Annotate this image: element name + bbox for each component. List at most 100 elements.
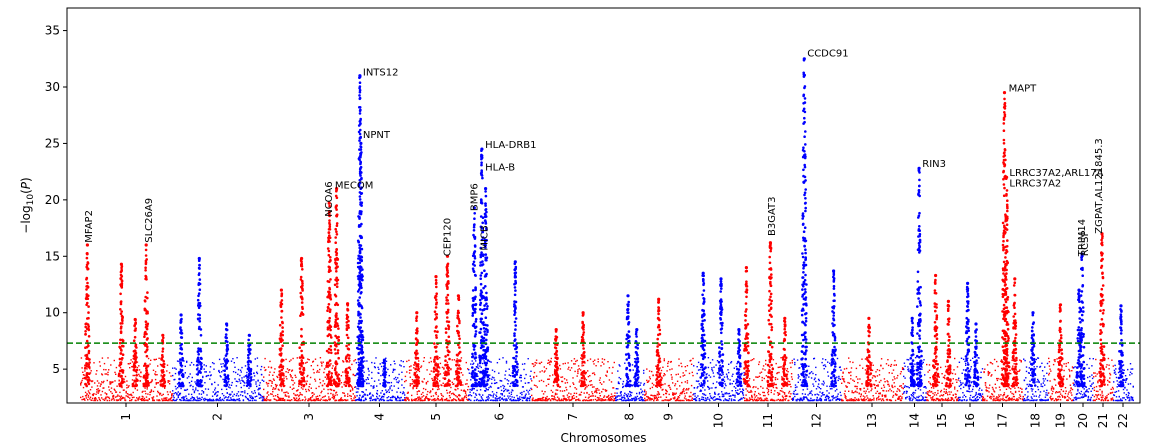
peak-chr12-1 bbox=[832, 269, 836, 273]
chromosome-7-points bbox=[531, 311, 616, 402]
peak-chr5-0 bbox=[415, 311, 419, 315]
gene-label-3: MECOM bbox=[335, 181, 373, 192]
peak-chr1-0 bbox=[85, 243, 89, 247]
chromosome-20-points bbox=[1073, 252, 1094, 402]
y-axis-label: −log10(P) bbox=[19, 177, 36, 233]
gene-label-19: ZGPAT,AL121845.3 bbox=[1094, 138, 1105, 233]
gene-label-4: INTS12 bbox=[363, 68, 399, 79]
peak-chr14-1 bbox=[910, 316, 914, 320]
gene-label-9: HLA-DRB1 bbox=[485, 140, 536, 151]
chromosome-22-points bbox=[1113, 304, 1134, 402]
chromosome-19-points bbox=[1048, 303, 1074, 402]
gene-label-5: NPNT bbox=[363, 130, 391, 141]
x-tick-label-20: 20 bbox=[1076, 413, 1090, 428]
chromosome-21-points bbox=[1093, 232, 1114, 402]
peak-chr15-0 bbox=[934, 273, 938, 278]
chromosome-3-points bbox=[263, 187, 357, 402]
chromosome-6-points bbox=[468, 147, 532, 402]
gene-label-6: CEP120 bbox=[443, 218, 454, 256]
chromosome-5-points bbox=[404, 254, 470, 402]
annotations-layer: MFAP2 SLC26A9 NCOA6 MECOM INTS12 NPNT CEP120 BM… bbox=[84, 49, 1105, 258]
x-tick-label-12: 12 bbox=[810, 413, 824, 428]
x-tick-label-16: 16 bbox=[963, 413, 977, 428]
peak-chr6-0 bbox=[472, 206, 476, 210]
chromosome-13-points bbox=[841, 316, 904, 402]
gene-label-2: NCOA6 bbox=[324, 181, 335, 216]
gene-label-18: RCSP bbox=[1080, 230, 1091, 256]
x-tick-label-14: 14 bbox=[908, 413, 922, 428]
peak-chr18-0 bbox=[1031, 311, 1035, 315]
peak-chr2-1 bbox=[179, 313, 183, 317]
x-tick-label-6: 6 bbox=[493, 413, 507, 421]
peak-chr3-2 bbox=[327, 201, 331, 205]
y-tick-label-5: 5 bbox=[52, 362, 60, 376]
chromosome-17-points bbox=[982, 91, 1024, 402]
plot-frame bbox=[66, 7, 1141, 404]
peak-chr5-2 bbox=[445, 254, 450, 258]
x-tick-label-7: 7 bbox=[566, 413, 580, 421]
peak-chr4-1 bbox=[359, 141, 363, 145]
x-axis: 1 2 3 4 5 6 7 8 9 10 11 12 13 14 15 16 17 18 19 20 21 22 bbox=[119, 403, 1130, 428]
chromosome-15-points bbox=[926, 273, 959, 402]
chromosome-4-points bbox=[355, 74, 406, 402]
x-tick-label-21: 21 bbox=[1096, 413, 1110, 428]
gene-label-1: SLC26A9 bbox=[144, 198, 155, 243]
peak-chr1-4 bbox=[161, 333, 165, 337]
gene-label-7: BMP6 bbox=[469, 183, 480, 211]
chromosome-14-points bbox=[903, 166, 927, 402]
y-tick-label-25: 25 bbox=[45, 136, 60, 150]
peak-chr16-1 bbox=[974, 322, 978, 326]
gene-label-11: B3GAT3 bbox=[767, 196, 778, 236]
chromosome-11-points bbox=[742, 241, 793, 402]
peak-chr1-2 bbox=[144, 243, 148, 247]
x-tick-label-3: 3 bbox=[302, 413, 316, 421]
x-tick-label-1: 1 bbox=[119, 413, 133, 421]
x-tick-label-5: 5 bbox=[429, 413, 443, 421]
y-tick-label-10: 10 bbox=[45, 306, 60, 320]
gene-label-17: TRIM14 bbox=[1077, 219, 1088, 257]
y-tick-label-30: 30 bbox=[45, 80, 60, 94]
x-tick-label-22: 22 bbox=[1116, 413, 1130, 428]
x-tick-label-11: 11 bbox=[761, 413, 775, 428]
peak-chr6-2 bbox=[484, 187, 488, 191]
peak-chr11-2 bbox=[783, 316, 787, 320]
gene-label-13: RIN3 bbox=[922, 159, 946, 170]
peak-chr1-1 bbox=[119, 262, 123, 266]
peak-chr17-0 bbox=[1002, 91, 1007, 95]
gene-label-14: MAPT bbox=[1009, 84, 1037, 95]
gene-label-0: MFAP2 bbox=[84, 210, 95, 243]
peak-chr15-1 bbox=[946, 299, 951, 303]
x-tick-label-17: 17 bbox=[996, 413, 1010, 428]
peak-chr11-0 bbox=[744, 266, 749, 270]
y-axis: 5 10 15 20 25 30 35 bbox=[45, 24, 67, 376]
gene-label-12: CCDC91 bbox=[807, 49, 848, 60]
x-tick-label-8: 8 bbox=[623, 413, 637, 421]
peak-chr13-0 bbox=[867, 316, 871, 320]
chromosome-18-points bbox=[1023, 311, 1049, 402]
gene-label-16: LRRC37A2 bbox=[1009, 178, 1061, 189]
peak-chr8-0 bbox=[626, 294, 630, 298]
peak-chr3-1 bbox=[279, 288, 283, 292]
peak-chr16-0 bbox=[966, 281, 970, 285]
peak-chr17-2 bbox=[1013, 277, 1017, 281]
peak-chr10-0 bbox=[701, 271, 705, 275]
gene-label-10: HLA-B bbox=[485, 163, 515, 174]
chromosome-9-points bbox=[644, 297, 694, 402]
x-tick-label-15: 15 bbox=[935, 413, 949, 428]
x-tick-label-4: 4 bbox=[373, 413, 387, 421]
gene-label-8: MICB bbox=[479, 225, 490, 251]
chromosome-12-points bbox=[792, 57, 842, 402]
y-tick-label-35: 35 bbox=[45, 24, 60, 38]
x-tick-label-19: 19 bbox=[1054, 413, 1068, 428]
x-tick-label-2: 2 bbox=[211, 413, 225, 421]
peak-chr22-0 bbox=[1119, 304, 1123, 308]
peak-chr7-0 bbox=[554, 328, 558, 332]
x-tick-label-10: 10 bbox=[712, 413, 726, 428]
chromosome-2-points bbox=[172, 256, 265, 402]
gene-label-15: LRRC37A2,ARL17A bbox=[1009, 168, 1103, 179]
x-tick-label-9: 9 bbox=[662, 413, 676, 421]
chromosome-1-points bbox=[80, 243, 174, 402]
peak-chr10-1 bbox=[719, 277, 723, 281]
y-tick-label-20: 20 bbox=[45, 193, 60, 207]
